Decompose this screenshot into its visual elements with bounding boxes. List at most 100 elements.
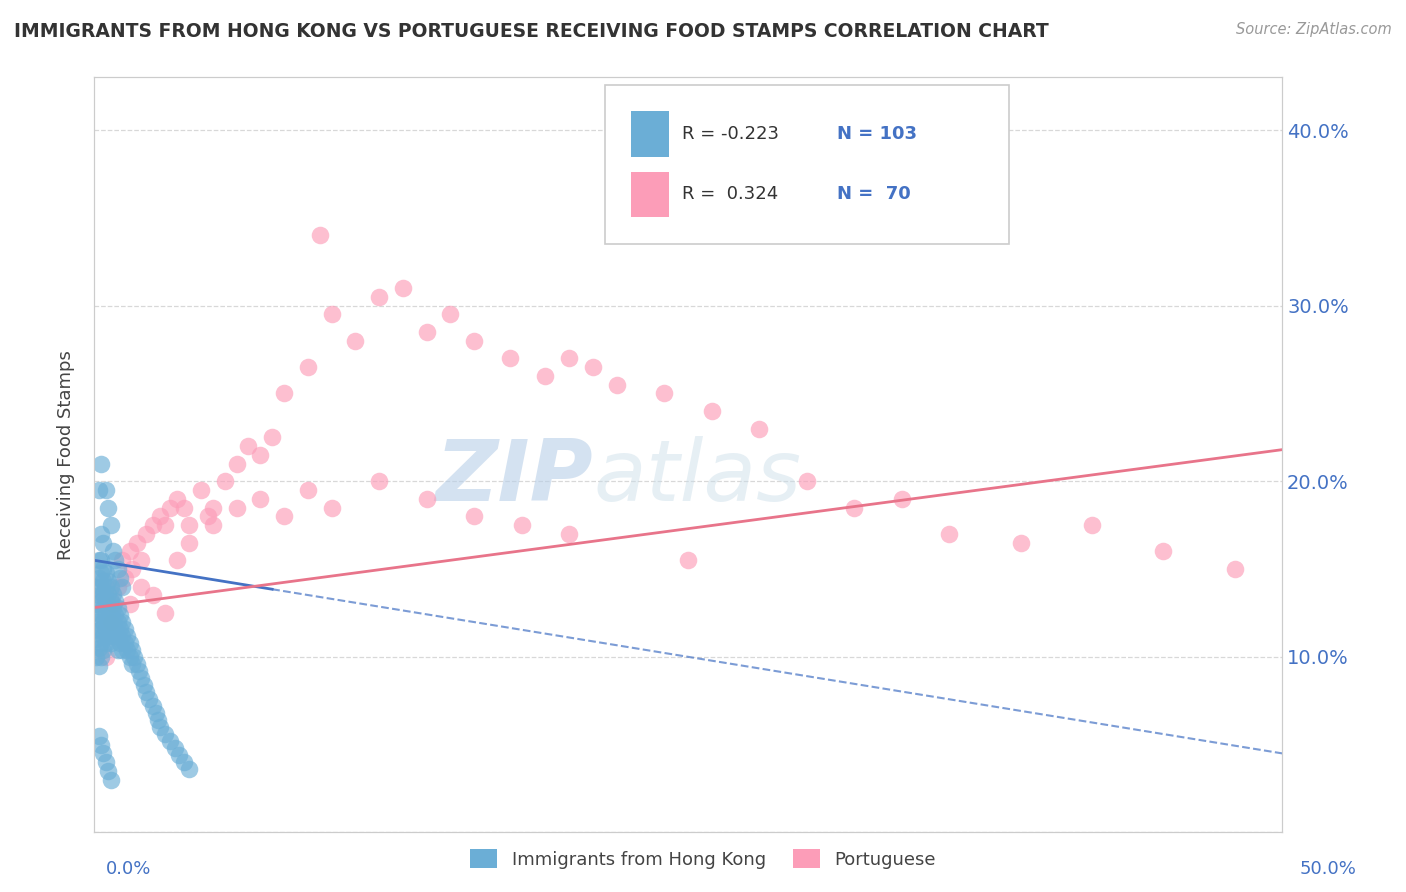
Point	[173, 755, 195, 769]
Point	[238, 439, 260, 453]
Point	[97, 586, 120, 600]
Point	[121, 562, 143, 576]
Point	[108, 607, 131, 622]
Text: R = -0.223: R = -0.223	[682, 125, 779, 143]
Point	[1152, 544, 1174, 558]
Point	[100, 607, 122, 622]
Point	[101, 629, 124, 643]
Point	[114, 636, 136, 650]
Point	[101, 597, 124, 611]
Point	[582, 360, 605, 375]
Point	[100, 636, 122, 650]
Point	[97, 600, 120, 615]
Point	[87, 588, 110, 602]
Point	[558, 527, 581, 541]
Legend: Immigrants from Hong Kong, Portuguese: Immigrants from Hong Kong, Portuguese	[463, 841, 943, 876]
Point	[344, 334, 367, 348]
Text: N =  70: N = 70	[837, 186, 910, 203]
Point	[104, 553, 127, 567]
Point	[262, 430, 284, 444]
Point	[155, 606, 177, 620]
Point	[844, 500, 866, 515]
Point	[94, 607, 117, 622]
Point	[107, 600, 129, 615]
Point	[177, 518, 200, 533]
Point	[606, 377, 628, 392]
Point	[111, 580, 134, 594]
Point	[107, 615, 129, 629]
Point	[177, 535, 200, 549]
Point	[273, 509, 295, 524]
Point	[145, 706, 167, 720]
Point	[100, 772, 122, 787]
Point	[159, 734, 181, 748]
Point	[249, 448, 271, 462]
Point	[938, 527, 960, 541]
Point	[138, 692, 160, 706]
Point	[321, 308, 343, 322]
Point	[1223, 562, 1246, 576]
Point	[87, 658, 110, 673]
Point	[249, 491, 271, 506]
Point	[90, 593, 112, 607]
Text: Source: ZipAtlas.com: Source: ZipAtlas.com	[1236, 22, 1392, 37]
Point	[111, 615, 134, 629]
Point	[111, 629, 134, 643]
Point	[93, 629, 115, 643]
Point	[90, 607, 112, 622]
Point	[142, 518, 165, 533]
FancyBboxPatch shape	[631, 172, 669, 217]
Point	[84, 632, 107, 647]
Point	[111, 553, 134, 567]
Point	[93, 747, 115, 761]
Point	[166, 553, 188, 567]
Point	[118, 597, 141, 611]
Point	[87, 641, 110, 656]
Point	[131, 553, 153, 567]
Point	[100, 622, 122, 636]
Point	[131, 671, 153, 685]
Point	[676, 553, 699, 567]
Point	[115, 642, 138, 657]
Point	[121, 657, 143, 671]
Point	[94, 622, 117, 636]
Point	[107, 629, 129, 643]
Point	[93, 586, 115, 600]
Text: 0.0%: 0.0%	[105, 860, 150, 878]
Point	[159, 500, 181, 515]
Point	[225, 457, 247, 471]
Point	[201, 518, 224, 533]
Point	[90, 566, 112, 580]
Point	[97, 574, 120, 589]
Point	[87, 483, 110, 497]
Text: R =  0.324: R = 0.324	[682, 186, 779, 203]
Point	[90, 622, 112, 636]
Point	[135, 685, 157, 699]
Point	[94, 755, 117, 769]
Point	[177, 762, 200, 776]
Point	[114, 571, 136, 585]
Point	[93, 535, 115, 549]
Point	[101, 615, 124, 629]
Point	[101, 600, 124, 615]
Point	[321, 500, 343, 515]
Point	[84, 597, 107, 611]
Point	[94, 636, 117, 650]
Point	[108, 636, 131, 650]
Point	[87, 729, 110, 743]
Point	[118, 544, 141, 558]
Point	[273, 386, 295, 401]
FancyBboxPatch shape	[631, 112, 669, 157]
Point	[93, 574, 115, 589]
Point	[146, 713, 169, 727]
Point	[101, 544, 124, 558]
Point	[652, 386, 675, 401]
Point	[97, 629, 120, 643]
Point	[155, 518, 177, 533]
Point	[499, 351, 522, 366]
Point	[142, 698, 165, 713]
Point	[308, 228, 330, 243]
Point	[700, 404, 723, 418]
Point	[108, 622, 131, 636]
Point	[100, 593, 122, 607]
